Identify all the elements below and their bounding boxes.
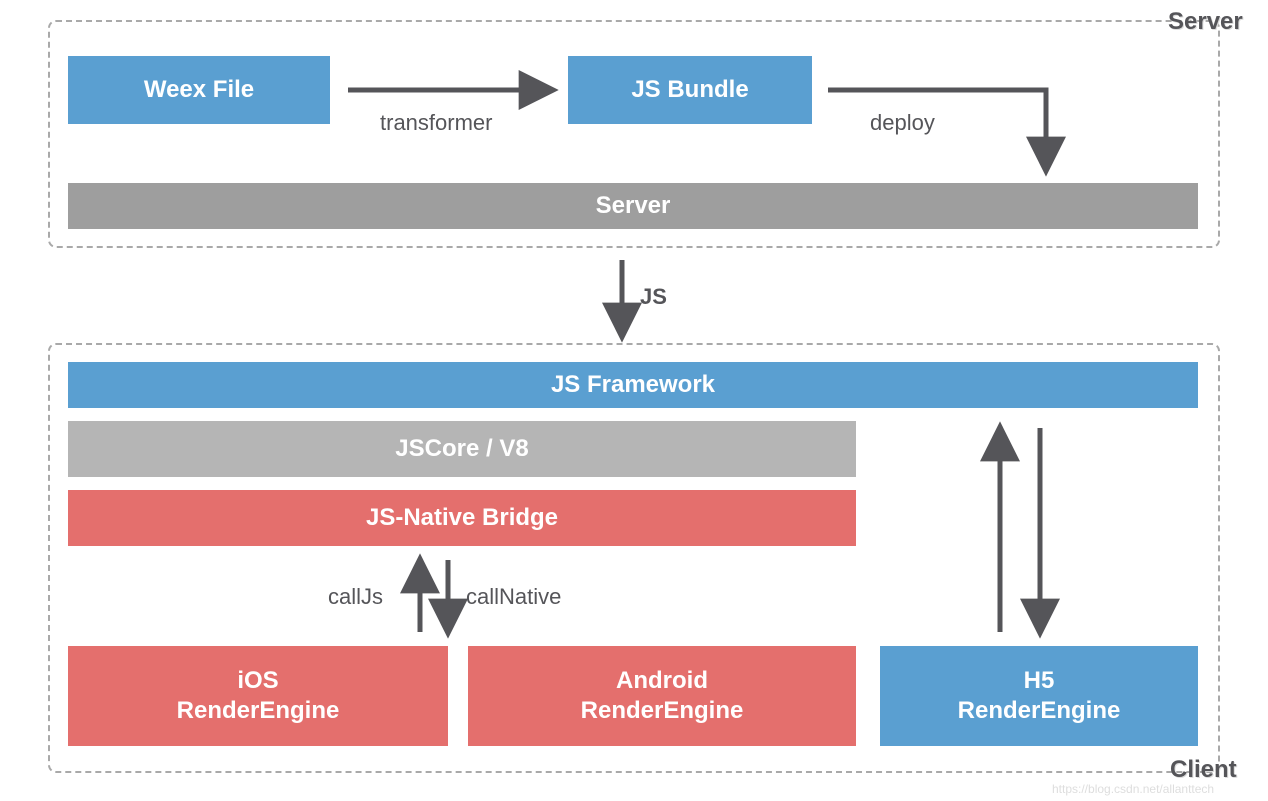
diagram-canvas: Server Client Weex File JS Bundle Server… bbox=[0, 0, 1268, 801]
watermark-text: https://blog.csdn.net/allanttech bbox=[1052, 782, 1214, 796]
arrow-h5-down bbox=[0, 0, 1268, 801]
